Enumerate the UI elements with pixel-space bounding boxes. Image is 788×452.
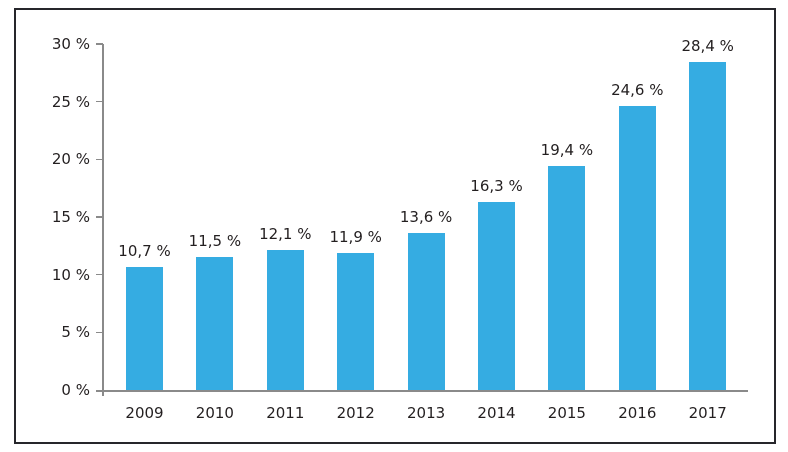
bar-value-label: 13,6 %: [399, 208, 453, 227]
bar-value-label: 11,5 %: [188, 232, 242, 251]
x-tick-label: 2013: [407, 404, 446, 422]
x-tick-label: 2012: [336, 404, 375, 422]
y-tick-label: 25 %: [51, 92, 90, 111]
x-tick-label: 2010: [195, 404, 234, 422]
bar-2013: [407, 233, 445, 390]
bar-2009: [126, 266, 163, 390]
bar-2012: [337, 252, 375, 390]
y-tick-mark: [96, 331, 103, 334]
bar-value-label: 24,6 %: [611, 81, 664, 100]
bar-2011: [266, 250, 304, 390]
y-tick-mark: [96, 100, 103, 103]
x-tick-label: 2011: [266, 404, 305, 422]
bar-value-label: 16,3 %: [470, 177, 523, 196]
x-tick-label: 2014: [477, 404, 516, 422]
chart-frame: 0 % 5 % 10 % 15 % 20 % 25 % 30 % 10,7 % 11,5 % 1…: [14, 8, 776, 444]
bar-value-label: 28,4 %: [681, 37, 734, 56]
y-tick-mark: [96, 43, 103, 45]
x-axis-line: [96, 390, 748, 392]
bar-2016: [618, 106, 656, 390]
bar-value-label: 10,7 %: [118, 241, 171, 260]
x-tick-label: 2017: [688, 404, 727, 422]
y-tick-mark: [96, 216, 103, 218]
y-tick-label: 5 %: [61, 323, 90, 342]
bar-2015: [548, 166, 586, 390]
x-tick-label: 2009: [125, 404, 164, 422]
y-tick-label: 10 %: [51, 265, 90, 284]
y-tick-mark: [96, 158, 103, 161]
y-tick-label: 15 %: [51, 208, 90, 226]
y-tick-label: 30 %: [51, 35, 90, 53]
y-axis-line: [102, 44, 104, 396]
y-tick-label: 20 %: [51, 150, 90, 169]
bar-2017: [689, 62, 727, 390]
x-tick-label: 2015: [547, 404, 586, 422]
y-tick-label: 0 %: [61, 381, 90, 399]
plot-area: 10,7 % 11,5 % 12,1 % 11,9 % 13,6 % 16,3 % 19,4…: [103, 37, 748, 390]
bar-value-label: 12,1 %: [259, 225, 312, 244]
bar-value-label: 11,9 %: [329, 227, 382, 246]
y-tick-mark: [96, 273, 103, 276]
bar-2010: [196, 257, 234, 390]
bar-value-label: 19,4 %: [540, 141, 594, 160]
x-tick-label: 2016: [618, 404, 657, 422]
bar-2014: [478, 202, 515, 390]
